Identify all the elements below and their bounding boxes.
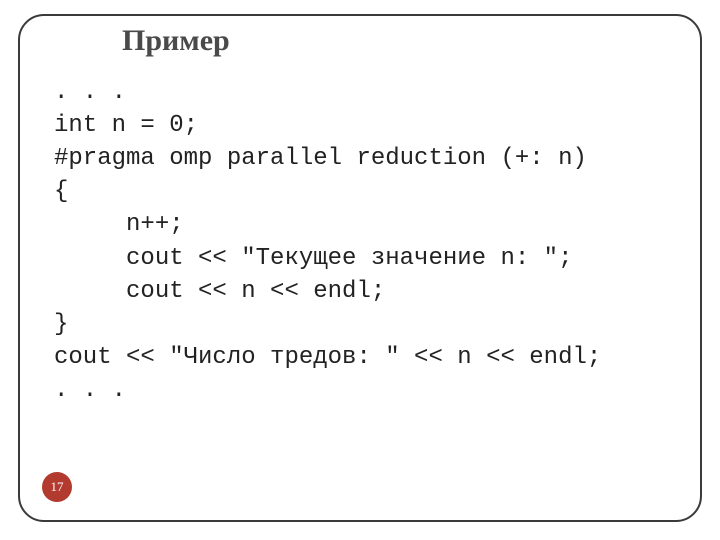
slide-title: Пример (122, 24, 670, 58)
slide-frame: Пример . . . int n = 0; #pragma omp para… (18, 14, 702, 522)
code-block: . . . int n = 0; #pragma omp parallel re… (54, 76, 670, 407)
page-number-badge: 17 (42, 472, 72, 502)
page-number: 17 (51, 479, 64, 495)
slide: Пример . . . int n = 0; #pragma omp para… (0, 0, 720, 540)
